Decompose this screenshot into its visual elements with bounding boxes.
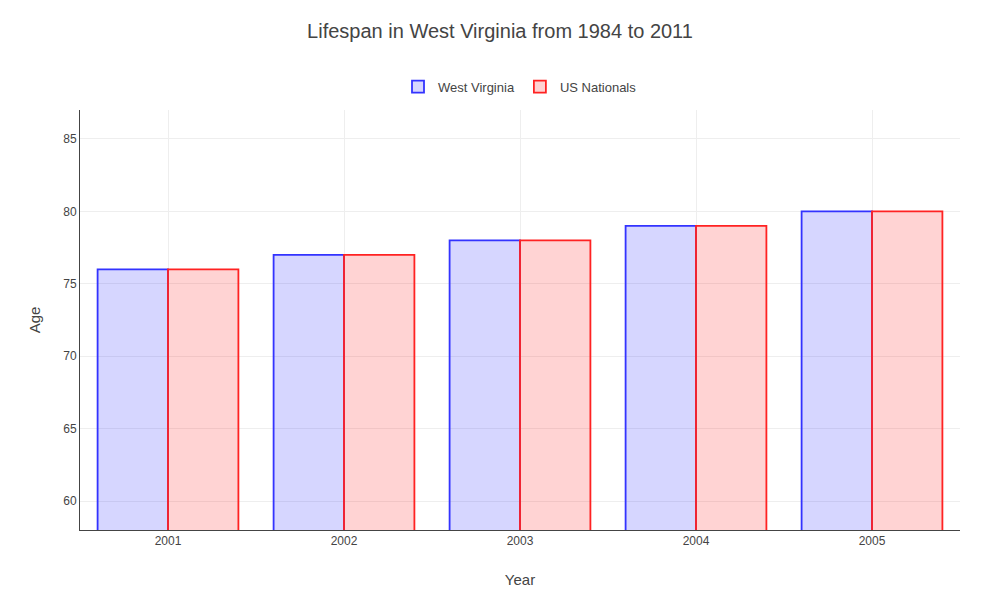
svg-text:70: 70 <box>63 349 77 363</box>
svg-text:2003: 2003 <box>507 534 534 548</box>
svg-text:85: 85 <box>63 132 77 146</box>
svg-text:2004: 2004 <box>683 534 710 548</box>
svg-text:2001: 2001 <box>155 534 182 548</box>
svg-text:Lifespan in West Virginia from: Lifespan in West Virginia from 1984 to 2… <box>307 20 693 42</box>
svg-text:West Virginia: West Virginia <box>438 80 515 95</box>
svg-text:Year: Year <box>505 571 535 588</box>
svg-text:60: 60 <box>63 494 77 508</box>
svg-text:2002: 2002 <box>331 534 358 548</box>
svg-text:US Nationals: US Nationals <box>560 80 636 95</box>
svg-text:2005: 2005 <box>859 534 886 548</box>
svg-text:75: 75 <box>63 277 77 291</box>
svg-text:65: 65 <box>63 422 77 436</box>
svg-text:80: 80 <box>63 205 77 219</box>
svg-text:Age: Age <box>26 307 43 334</box>
